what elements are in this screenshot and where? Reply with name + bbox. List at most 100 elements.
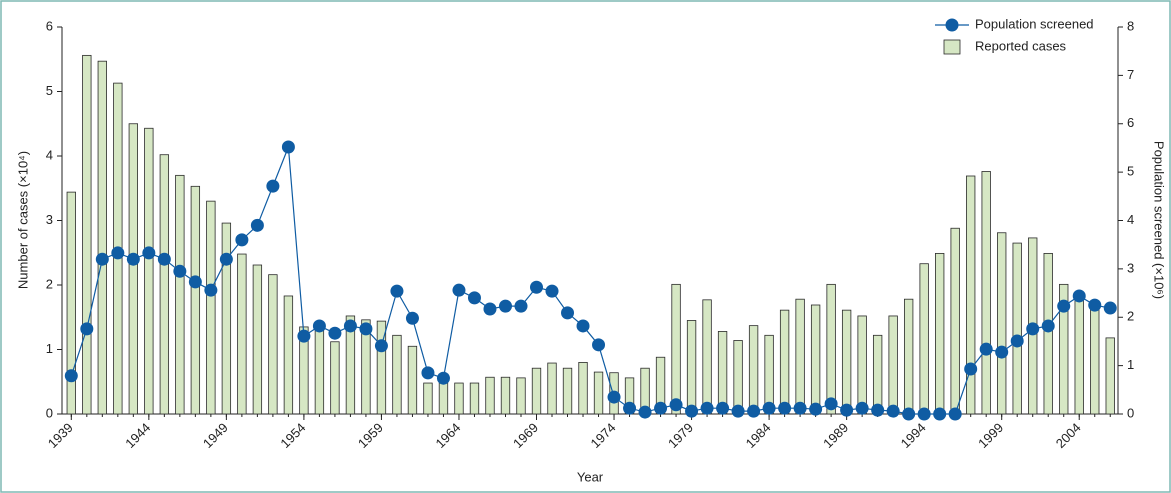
bar <box>547 362 557 415</box>
y-tick-label: 0 <box>46 405 53 420</box>
bar <box>454 382 464 415</box>
y2-tick-label: 7 <box>1127 67 1134 82</box>
marker <box>809 402 823 416</box>
x-tick-label: 1964 <box>432 420 463 451</box>
bar <box>981 171 991 415</box>
x-tick-label: 1989 <box>820 420 851 451</box>
bar <box>423 382 433 415</box>
marker <box>467 291 481 305</box>
legend-label: Population screened <box>975 16 1094 31</box>
x-tick-label: 1959 <box>355 420 386 451</box>
marker <box>111 246 125 260</box>
marker <box>312 319 326 333</box>
marker <box>995 345 1009 359</box>
bar <box>516 377 526 415</box>
bar <box>345 315 356 415</box>
y2-tick-label: 6 <box>1127 115 1134 130</box>
bar <box>252 264 263 415</box>
bar <box>485 376 495 415</box>
marker <box>530 280 544 294</box>
marker <box>343 319 357 333</box>
marker <box>328 326 342 340</box>
marker <box>95 252 109 266</box>
y2-axis-label: Population screened (×10⁶) <box>1152 141 1167 299</box>
marker <box>979 342 993 356</box>
y2-tick-label: 4 <box>1127 212 1134 227</box>
marker <box>824 397 838 411</box>
marker <box>948 407 962 421</box>
y-tick-label: 5 <box>46 83 53 98</box>
marker <box>1010 334 1024 348</box>
marker <box>700 401 714 415</box>
marker <box>592 338 606 352</box>
bar <box>1059 283 1069 415</box>
bar <box>888 315 898 415</box>
y2-tick-label: 3 <box>1127 260 1134 275</box>
bar <box>733 340 743 415</box>
marker <box>374 339 388 353</box>
x-tick-label: 1969 <box>510 420 541 451</box>
x-tick-label: 1994 <box>898 420 929 451</box>
bar <box>578 361 588 415</box>
x-axis-label: Year <box>577 469 604 484</box>
marker <box>638 405 652 419</box>
marker <box>747 404 761 418</box>
bar <box>795 298 805 415</box>
bar <box>361 319 371 415</box>
marker <box>266 179 280 193</box>
marker <box>452 283 466 297</box>
bar <box>206 200 216 415</box>
bar <box>500 376 511 415</box>
bar <box>469 382 480 415</box>
marker <box>778 401 792 415</box>
marker <box>1041 319 1055 333</box>
marker <box>405 311 419 325</box>
bar <box>1105 337 1115 415</box>
marker <box>204 283 218 297</box>
bar <box>593 371 604 415</box>
marker <box>669 398 683 412</box>
marker <box>297 329 311 343</box>
marker <box>576 319 590 333</box>
bar <box>671 283 681 415</box>
y-tick-label: 4 <box>46 147 53 162</box>
bar <box>531 367 542 415</box>
marker <box>235 233 249 247</box>
marker <box>126 252 140 266</box>
marker <box>731 404 745 418</box>
y2-tick-label: 0 <box>1127 405 1134 420</box>
bar <box>66 191 76 415</box>
x-tick-label: 1949 <box>200 420 231 451</box>
bar <box>159 154 170 415</box>
marker <box>561 306 575 320</box>
bar <box>330 341 340 415</box>
x-tick-label: 1984 <box>743 420 774 451</box>
bar <box>748 325 759 415</box>
y-tick-label: 2 <box>46 276 53 291</box>
bar <box>82 54 92 415</box>
bar <box>950 227 960 415</box>
marker <box>855 401 869 415</box>
bar <box>237 253 247 415</box>
marker <box>1088 298 1102 312</box>
x-tick-label: 1999 <box>975 420 1006 451</box>
marker <box>793 401 807 415</box>
bar <box>1074 297 1084 415</box>
bar <box>872 334 883 415</box>
marker <box>281 140 295 154</box>
bar <box>283 295 294 415</box>
x-tick-label: 1974 <box>588 420 619 451</box>
marker <box>607 390 621 404</box>
marker <box>545 284 559 298</box>
bar <box>562 367 573 415</box>
bar <box>299 326 309 415</box>
bar <box>1012 242 1022 415</box>
marker <box>421 366 435 380</box>
bar <box>128 123 138 415</box>
bar <box>903 298 914 415</box>
bar <box>1090 300 1100 415</box>
bar <box>221 222 232 415</box>
bar <box>966 175 976 415</box>
marker <box>80 322 94 336</box>
